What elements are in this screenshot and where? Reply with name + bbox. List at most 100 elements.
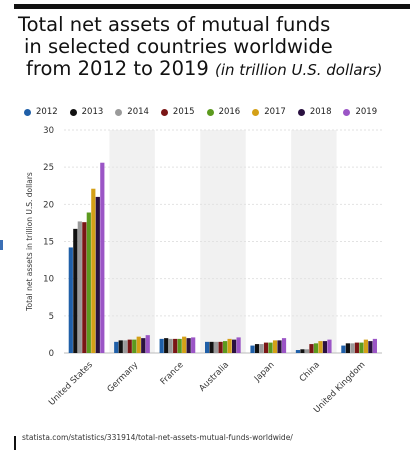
bar <box>182 336 187 353</box>
legend-swatch <box>24 108 31 116</box>
y-tick-label: 15 <box>43 238 54 248</box>
legend-swatch <box>160 108 168 116</box>
y-tick-label: 25 <box>43 163 54 173</box>
title-line-1: Total net assets of mutual funds <box>18 13 331 36</box>
legend-label: 2019 <box>355 107 378 117</box>
bar <box>127 339 132 353</box>
bar <box>68 247 73 353</box>
bar <box>309 344 314 353</box>
x-tick-label: Japan <box>252 360 277 385</box>
legend-item: 2017 <box>252 107 286 117</box>
side-marker <box>0 240 3 250</box>
legend-label: 2016 <box>218 107 241 117</box>
legend-swatch <box>115 108 123 116</box>
bar <box>91 188 96 353</box>
bar <box>300 349 305 353</box>
bar <box>186 338 191 353</box>
legend-label: 2013 <box>81 107 104 117</box>
bar <box>159 338 164 353</box>
bar <box>205 341 210 353</box>
bar <box>232 339 237 353</box>
bar <box>354 342 359 353</box>
footer-rule <box>14 436 16 450</box>
bar <box>145 335 150 353</box>
legend-label: 2012 <box>36 107 58 117</box>
x-tick-label: United States <box>47 360 95 408</box>
bar <box>359 342 364 353</box>
bar <box>350 343 355 353</box>
bar <box>191 337 196 353</box>
bar <box>114 341 119 353</box>
legend-item: 2018 <box>297 107 332 117</box>
bar <box>259 344 264 353</box>
bar <box>268 342 273 353</box>
header-rule <box>14 4 410 9</box>
legend-swatch <box>343 108 351 116</box>
bar <box>368 341 373 353</box>
chart-legend: 2012 2013 2014 2015 2016 2017 2018 2019 <box>24 106 389 118</box>
bar <box>82 222 87 353</box>
bar <box>123 340 128 353</box>
bar <box>345 343 350 353</box>
x-tick-label: Germany <box>106 360 141 395</box>
bar <box>363 339 368 353</box>
x-tick-label: France <box>159 360 186 387</box>
title-line-2: in selected countries worldwide <box>24 35 333 58</box>
bar <box>263 342 269 353</box>
bar <box>223 341 228 353</box>
x-tick-label: Australia <box>197 360 231 394</box>
bar <box>95 196 100 353</box>
bar <box>313 343 319 353</box>
bar <box>254 344 260 353</box>
title-line-3: from 2012 to 2019 (in trillion U.S. doll… <box>18 58 413 81</box>
bar <box>136 336 141 353</box>
legend-item: 2013 <box>69 107 104 117</box>
bar <box>132 339 137 353</box>
legend-label: 2015 <box>172 107 195 117</box>
chart-area: 0 5 10 15 20 25 30 Total net assets in trillion… <box>25 126 382 415</box>
bar <box>214 341 219 353</box>
bar <box>164 338 169 353</box>
y-tick-label: 10 <box>43 275 54 285</box>
chart-title: Total net assets of mutual funds in sele… <box>18 14 413 81</box>
x-tick-label: China <box>298 360 322 384</box>
bar <box>327 339 332 353</box>
bar <box>372 338 377 353</box>
bar <box>322 341 328 353</box>
bar <box>86 212 91 353</box>
bar <box>73 228 78 353</box>
legend-item: 2012 <box>24 107 58 117</box>
bar <box>277 340 282 353</box>
bar <box>218 341 223 353</box>
legend-swatch <box>252 108 260 116</box>
legend-label: 2014 <box>127 107 149 117</box>
y-tick-label: 0 <box>49 349 54 359</box>
bar <box>168 338 173 353</box>
bar <box>77 221 82 353</box>
y-tick-label: 30 <box>43 126 54 136</box>
legend-swatch <box>206 108 214 116</box>
bar <box>173 338 178 353</box>
legend-item: 2019 <box>343 107 377 117</box>
bar <box>118 340 123 353</box>
y-tick-label: 5 <box>49 312 54 322</box>
bar <box>227 338 232 353</box>
bar <box>141 338 146 353</box>
bar <box>304 349 310 353</box>
bar <box>209 341 214 353</box>
bar <box>272 340 278 353</box>
chart-subtitle: (in trillion U.S. dollars) <box>215 61 383 79</box>
legend-item: 2014 <box>115 107 149 117</box>
bar <box>295 350 301 353</box>
source-url: statista.com/statistics/331914/total-net… <box>22 433 293 442</box>
category-band <box>200 130 246 353</box>
bar <box>177 338 182 353</box>
legend-swatch <box>297 108 305 116</box>
bar <box>250 345 255 353</box>
legend-label: 2018 <box>309 107 332 117</box>
bar <box>341 345 346 353</box>
y-axis-label: Total net assets in trillion U.S. dollar… <box>25 172 34 312</box>
title-line-3-text: from 2012 to 2019 <box>26 57 209 80</box>
legend-item: 2015 <box>160 107 195 117</box>
legend-item: 2016 <box>206 107 241 117</box>
